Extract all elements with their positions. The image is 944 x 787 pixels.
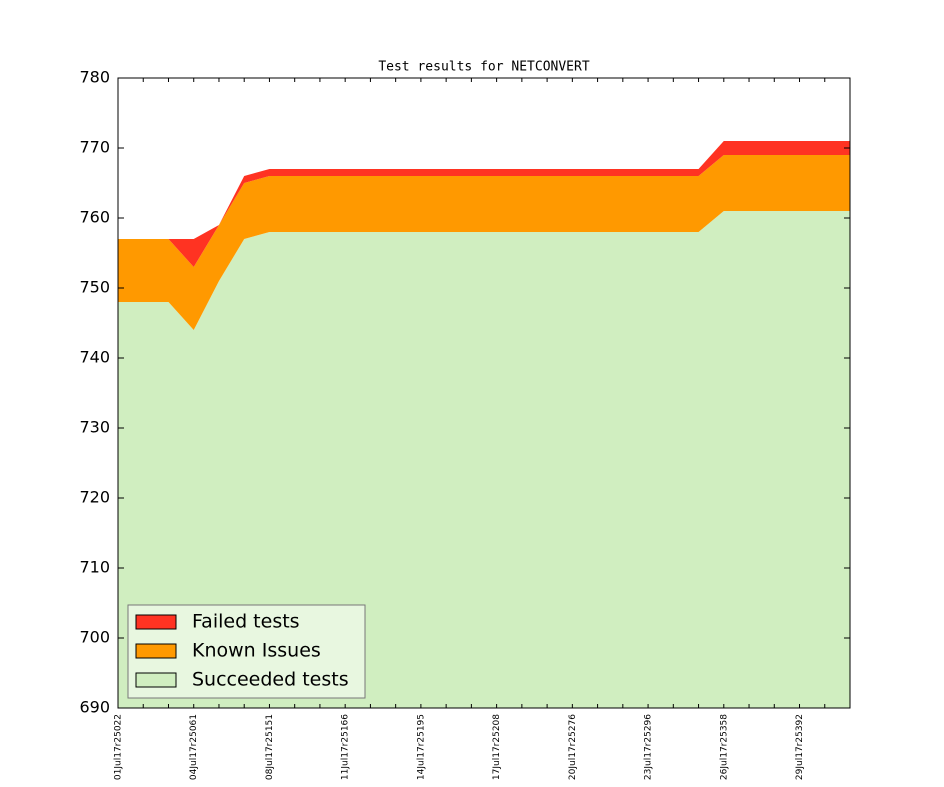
area <box>118 141 850 267</box>
x-tick-label: 17Jul17r25208 <box>492 714 502 780</box>
legend-swatch <box>135 614 177 630</box>
x-tick-label: 20Jul17r25276 <box>568 714 578 780</box>
y-tick-label: 780 <box>79 68 110 87</box>
x-tick-label: 11Jul17r25166 <box>341 714 351 780</box>
y-tick-label: 760 <box>79 208 110 227</box>
y-tick-label: 740 <box>79 348 110 367</box>
y-tick-label: 720 <box>79 488 110 507</box>
legend-swatch <box>135 643 177 659</box>
legend-swatch <box>135 672 177 688</box>
y-tick-label: 710 <box>79 558 110 577</box>
legend-label: Failed tests <box>192 611 300 633</box>
area <box>118 155 850 330</box>
x-tick-label: 14Jul17r25195 <box>416 714 426 780</box>
y-tick-label: 690 <box>79 698 110 717</box>
x-tick-label: 01Jul17r25022 <box>114 714 124 780</box>
chart-title: Test results for NETCONVERT <box>378 60 589 75</box>
x-tick-label: 08Jul17r25151 <box>265 714 275 780</box>
plot-frame <box>117 77 851 709</box>
y-tick-label: 700 <box>79 628 110 647</box>
x-tick-label: 23Jul17r25296 <box>644 714 654 780</box>
x-tick-label: 04Jul17r25061 <box>189 714 199 780</box>
legend-label: Succeeded tests <box>192 669 349 691</box>
x-tick-label: 26Jul17r25358 <box>719 714 729 780</box>
y-tick-label: 750 <box>79 278 110 297</box>
x-tick-label: 29Jul17r25392 <box>795 714 805 780</box>
area <box>118 211 850 708</box>
legend-label: Known Issues <box>192 640 321 662</box>
y-tick-label: 770 <box>79 138 110 157</box>
y-tick-label: 730 <box>79 418 110 437</box>
